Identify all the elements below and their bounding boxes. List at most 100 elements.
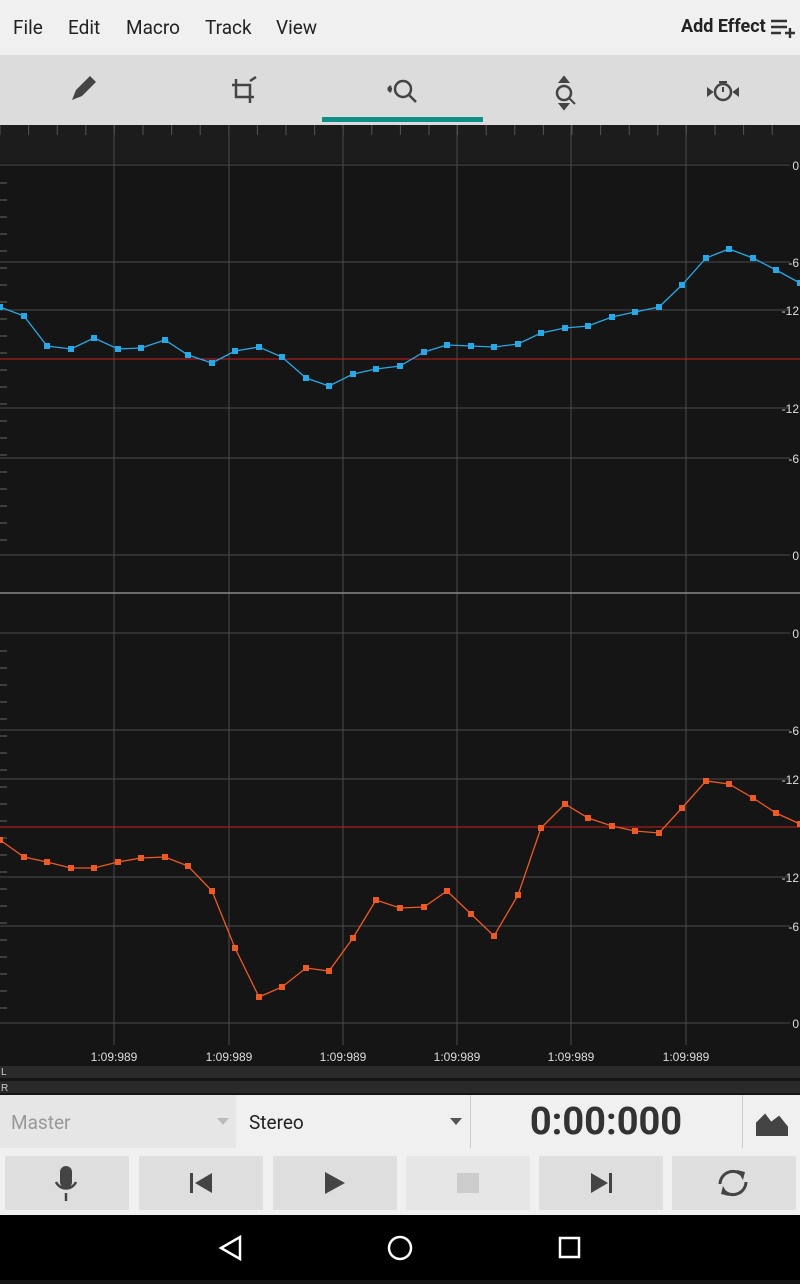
scale-label: 0 bbox=[792, 627, 799, 641]
sample-point bbox=[632, 828, 638, 834]
add-effect[interactable]: Add Effect bbox=[681, 16, 766, 37]
sample-point bbox=[326, 968, 332, 974]
sample-point bbox=[138, 345, 144, 351]
stop-button[interactable] bbox=[406, 1156, 530, 1210]
sample-point bbox=[115, 859, 121, 865]
sample-point bbox=[726, 781, 732, 787]
sample-point bbox=[726, 246, 732, 252]
sample-point bbox=[0, 837, 3, 843]
sample-point bbox=[91, 865, 97, 871]
sample-point bbox=[656, 830, 662, 836]
sample-point bbox=[373, 897, 379, 903]
track-strip bbox=[0, 1066, 800, 1078]
sample-point bbox=[538, 330, 544, 336]
sample-point bbox=[209, 888, 215, 894]
control-bar: Master Stereo 0:00:000 bbox=[0, 1095, 800, 1148]
track-select[interactable]: Master bbox=[0, 1095, 236, 1148]
sample-point bbox=[91, 335, 97, 341]
sample-point bbox=[115, 346, 121, 352]
sample-point bbox=[0, 304, 3, 310]
mode-name: Stereo bbox=[249, 1111, 304, 1134]
sample-point bbox=[279, 354, 285, 360]
sample-point bbox=[326, 383, 332, 389]
sample-point bbox=[397, 905, 403, 911]
time-label: 1:09:989 bbox=[434, 1050, 481, 1064]
sample-point bbox=[421, 904, 427, 910]
scale-label: -12 bbox=[782, 304, 800, 318]
time-label: 1:09:989 bbox=[320, 1050, 367, 1064]
level-button[interactable] bbox=[742, 1095, 800, 1148]
sample-point bbox=[609, 823, 615, 829]
sample-point bbox=[209, 360, 215, 366]
sample-point bbox=[44, 859, 50, 865]
background bbox=[0, 125, 800, 1095]
sample-point bbox=[703, 255, 709, 261]
toolbar bbox=[0, 55, 800, 125]
sample-point bbox=[491, 344, 497, 350]
sample-point bbox=[468, 343, 474, 349]
scale-label: 0 bbox=[792, 549, 799, 563]
sample-point bbox=[515, 341, 521, 347]
sample-point bbox=[773, 267, 779, 273]
scale-label: 0 bbox=[792, 1017, 799, 1031]
sample-point bbox=[185, 352, 191, 358]
sample-point bbox=[44, 343, 50, 349]
sample-point bbox=[373, 366, 379, 372]
scale-label: 0 bbox=[792, 159, 799, 173]
sample-point bbox=[750, 795, 756, 801]
tool-icons[interactable] bbox=[0, 55, 800, 125]
menu-item[interactable]: Macro bbox=[126, 16, 180, 39]
loop-button[interactable] bbox=[672, 1156, 796, 1210]
sample-point bbox=[350, 371, 356, 377]
time-label: 1:09:989 bbox=[663, 1050, 710, 1064]
waveform-view[interactable]: 0 -6 -12 -12 -6 0 0 -6 -12 -12 -6 0 1:09:989 1:09:989… bbox=[0, 125, 800, 1095]
track-name: Master bbox=[11, 1111, 71, 1134]
sample-point bbox=[562, 325, 568, 331]
time-label: 1:09:989 bbox=[548, 1050, 595, 1064]
sample-point bbox=[538, 825, 544, 831]
sample-point bbox=[256, 994, 262, 1000]
nav-bar bbox=[0, 1215, 800, 1280]
menu-bar: File Edit Macro Track View Add Effect bbox=[0, 0, 800, 55]
time-label: 1:09:989 bbox=[91, 1050, 138, 1064]
play-button[interactable] bbox=[273, 1156, 397, 1210]
track-label: R bbox=[1, 1083, 8, 1094]
menu-item[interactable]: View bbox=[276, 16, 318, 39]
sample-point bbox=[303, 965, 309, 971]
sample-point bbox=[515, 892, 521, 898]
scale-label: -6 bbox=[788, 452, 799, 466]
sample-point bbox=[703, 778, 709, 784]
sample-point bbox=[68, 346, 74, 352]
sample-point bbox=[232, 348, 238, 354]
sample-point bbox=[397, 363, 403, 369]
menu-item[interactable]: Edit bbox=[68, 16, 101, 39]
rewind-button[interactable] bbox=[139, 1156, 263, 1210]
sample-point bbox=[656, 304, 662, 310]
add-effect-icon[interactable] bbox=[770, 18, 798, 38]
sample-point bbox=[679, 805, 685, 811]
sample-point bbox=[232, 945, 238, 951]
nav-buttons[interactable] bbox=[0, 1215, 800, 1280]
time-label: 1:09:989 bbox=[206, 1050, 253, 1064]
sample-point bbox=[491, 933, 497, 939]
menu-item[interactable]: File bbox=[13, 16, 43, 39]
sample-point bbox=[162, 337, 168, 343]
sample-point bbox=[350, 935, 356, 941]
mode-select[interactable]: Stereo bbox=[238, 1095, 471, 1148]
scale-label: -12 bbox=[782, 871, 800, 885]
sample-point bbox=[185, 863, 191, 869]
sample-point bbox=[303, 375, 309, 381]
sample-point bbox=[679, 282, 685, 288]
sample-point bbox=[750, 255, 756, 261]
sample-point bbox=[444, 888, 450, 894]
sample-point bbox=[797, 280, 800, 286]
record-button[interactable] bbox=[5, 1156, 129, 1210]
menu-item[interactable]: Track bbox=[205, 16, 252, 39]
scale-label: -6 bbox=[788, 256, 799, 270]
sample-point bbox=[444, 342, 450, 348]
forward-button[interactable] bbox=[539, 1156, 663, 1210]
sample-point bbox=[773, 810, 779, 816]
scale-label: -6 bbox=[788, 724, 799, 738]
track-label: L bbox=[1, 1067, 7, 1078]
